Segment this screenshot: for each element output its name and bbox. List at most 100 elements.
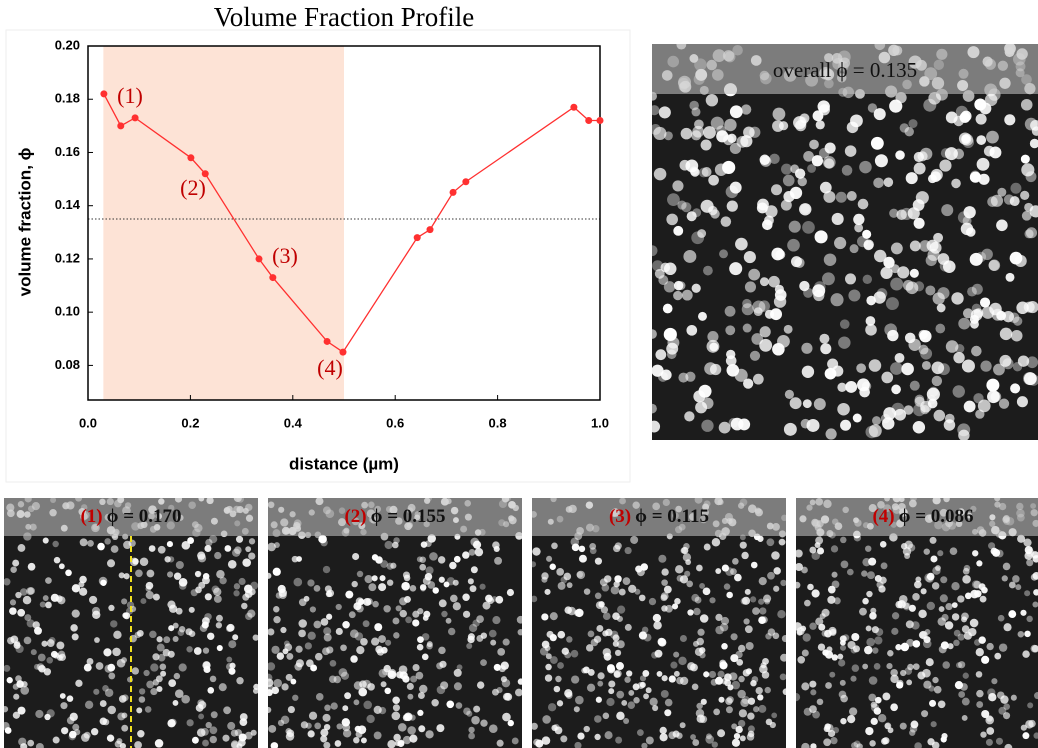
particle [638,631,648,640]
particle [801,742,810,748]
particle [156,685,163,692]
particle [883,256,895,269]
particle [230,740,239,748]
particle [84,700,94,709]
particle [894,352,905,363]
particle [324,704,331,712]
particle [764,686,771,694]
particle [957,633,965,641]
particle [1016,396,1028,408]
particle [939,159,952,172]
panel-phi: ϕ = 0.170 [107,506,182,527]
particle [416,556,423,563]
particle [178,663,187,672]
particle [772,107,786,121]
particle [126,601,135,609]
particle [987,688,996,697]
particle [23,636,32,645]
particle [779,673,787,681]
particle [961,625,970,633]
particle [342,620,350,629]
particle [953,351,965,364]
particle [990,547,998,555]
particle [242,593,250,601]
particle [926,601,936,611]
particle [425,566,434,575]
particle [612,612,620,621]
particle [726,200,738,212]
y-tick-label: 0.12 [55,250,80,265]
particle [646,245,658,257]
particle [403,574,411,582]
particle [884,723,891,729]
particle [541,572,549,580]
particle [561,647,569,655]
particle [735,725,743,734]
particle [883,177,894,188]
particle [780,579,787,587]
particle [1034,692,1038,700]
particle [660,592,669,601]
particle [112,647,121,657]
particle [1017,355,1030,367]
particle [969,618,979,628]
particle [467,578,474,585]
particle [953,629,961,637]
particle [407,726,416,735]
particle [882,692,891,701]
particle [909,729,916,736]
particle [292,694,299,701]
particle [222,734,230,742]
particle [686,580,694,588]
particle [923,680,932,689]
particle [384,687,392,695]
particle [657,637,666,646]
particle [608,688,615,695]
overall-caption: overall ϕ = 0.135 [773,58,917,82]
particle [943,419,956,431]
particle [627,701,636,709]
particle [1024,545,1033,555]
particle [137,730,145,738]
particle [931,361,945,375]
particle [738,675,745,683]
particle [945,602,953,611]
particle [825,682,832,689]
particle [958,429,970,442]
particle [767,571,775,580]
particle [929,699,937,707]
particle [589,547,597,555]
particle [873,707,882,715]
particle [809,546,817,554]
particle [596,625,604,632]
particle [850,114,863,128]
particle [633,697,640,704]
particle [784,389,794,399]
particle [298,629,306,638]
particle [27,739,35,747]
particle [1017,534,1026,543]
particle [865,324,877,336]
particle [838,659,846,667]
particle [602,712,610,720]
particle [659,733,668,742]
particle [615,736,623,744]
particle [828,626,837,635]
particle [159,663,167,671]
particle [215,622,223,629]
particle [265,706,272,714]
particle [1021,163,1035,177]
particle [555,675,562,683]
particle [544,645,551,651]
particle [653,621,662,630]
particle [770,308,783,321]
particle [41,640,48,647]
particle [1027,374,1038,386]
particle [334,740,342,747]
panel-phi: ϕ = 0.086 [899,506,974,527]
particle [930,555,938,563]
particle [975,648,984,657]
particle [363,700,372,710]
data-point [201,170,209,178]
particle [595,696,602,703]
